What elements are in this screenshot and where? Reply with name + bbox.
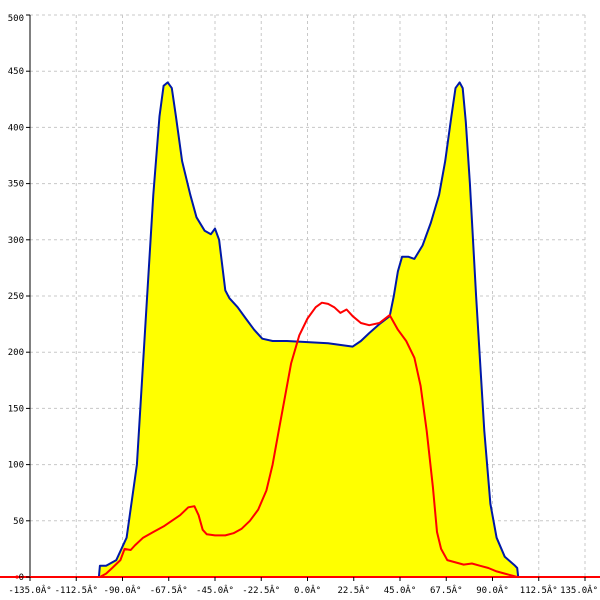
- baseline-origin-dot: [15, 575, 19, 579]
- y-tick-label-8: 400: [8, 123, 24, 133]
- series-0-area: [98, 82, 519, 578]
- x-tick-label-7: 22.5Â°: [337, 584, 370, 596]
- x-tick-label-11: 112.5Â°: [520, 584, 558, 596]
- x-tick-label-12: 135.0Â°: [560, 584, 598, 596]
- y-tick-label-1: 50: [13, 517, 24, 527]
- x-tick-label-1: -112.5Â°: [55, 584, 98, 596]
- y-tick-label-5: 250: [8, 292, 24, 302]
- tick-labels: 0 50 100 150 200 250 300 350 400 450 500 -135.0Â° -1…: [8, 14, 598, 596]
- x-tick-label-3: -67.5Â°: [150, 584, 188, 596]
- series-layer: [97, 81, 520, 578]
- y-tick-label-6: 300: [8, 236, 24, 246]
- y-tick-label-3: 150: [8, 404, 24, 414]
- x-tick-label-4: -45.0Â°: [196, 584, 234, 596]
- x-tick-label-8: 45.0Â°: [384, 584, 417, 596]
- series-1-line: [99, 301, 518, 578]
- x-tick-label-6: 0.0Â°: [294, 584, 321, 596]
- y-tick-label-0: 0: [19, 573, 24, 583]
- y-tick-label-10: 500: [8, 14, 24, 24]
- x-tick-label-9: 67.5Â°: [430, 584, 463, 596]
- x-tick-label-5: -22.5Â°: [242, 584, 280, 596]
- y-tick-label-4: 200: [8, 348, 24, 358]
- y-tick-label-2: 100: [8, 461, 24, 471]
- y-tick-label-7: 350: [8, 180, 24, 190]
- x-tick-label-0: -135.0Â°: [8, 584, 51, 596]
- series-0-line: [97, 81, 520, 578]
- x-tick-label-2: -90.0Â°: [104, 584, 142, 596]
- axes: [0, 14, 600, 581]
- x-tick-label-10: 90.0Â°: [476, 584, 509, 596]
- y-tick-label-9: 450: [8, 67, 24, 77]
